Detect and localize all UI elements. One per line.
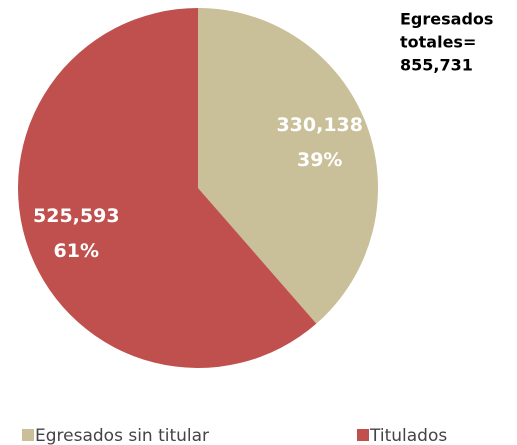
- percent-label: 61%: [54, 240, 99, 262]
- annotation: Egresados: [400, 10, 493, 29]
- legend-label: Titulados: [369, 426, 447, 445]
- value-label: 330,138: [276, 114, 363, 136]
- legend-swatch: [22, 429, 34, 441]
- pie-slice: [17, 8, 317, 368]
- legend-label: Egresados sin titular: [35, 426, 209, 445]
- percent-label: 39%: [297, 149, 342, 171]
- value-label: 525,593: [33, 205, 120, 227]
- legend-swatch: [357, 429, 369, 441]
- pie-slice: [198, 8, 378, 324]
- annotation: 855,731: [400, 56, 473, 75]
- annotation: totales=: [400, 33, 476, 52]
